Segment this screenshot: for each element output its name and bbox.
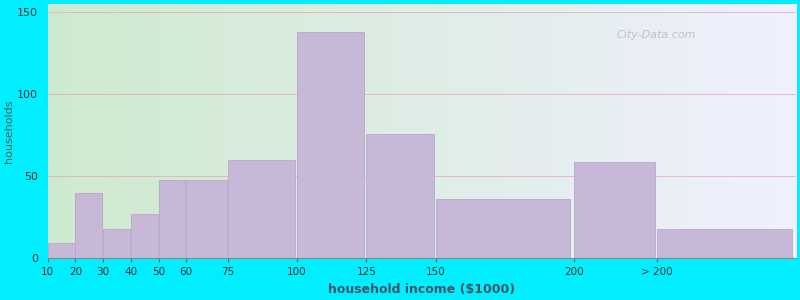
Bar	[75, 193, 102, 258]
X-axis label: household income ($1000): household income ($1000)	[328, 283, 515, 296]
Bar	[366, 134, 434, 258]
Bar	[130, 214, 158, 258]
Bar	[297, 32, 364, 258]
Y-axis label: households: households	[4, 100, 14, 163]
Bar	[103, 229, 130, 258]
Text: City-Data.com: City-Data.com	[616, 30, 696, 40]
Bar	[228, 160, 295, 258]
Bar	[158, 180, 186, 258]
Bar	[436, 199, 570, 258]
Bar	[48, 244, 74, 258]
Bar	[186, 180, 226, 258]
Bar	[574, 161, 654, 258]
Bar	[658, 229, 792, 258]
